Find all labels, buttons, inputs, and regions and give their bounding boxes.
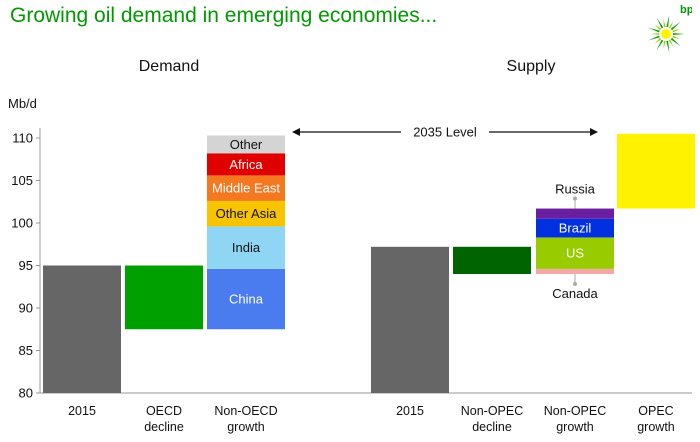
y-axis: 80 85 90 95 100 105 110 Mb/d	[8, 96, 692, 401]
section-title-supply: Supply	[507, 58, 556, 75]
logo-ray	[670, 21, 681, 31]
bar-segment-africa	[207, 153, 285, 176]
bar-segment-2015	[371, 246, 449, 393]
bar-segment-us	[536, 237, 614, 269]
y-axis-label: Mb/d	[8, 96, 37, 111]
callout-dot	[573, 282, 577, 286]
logo-sunburst	[648, 15, 685, 53]
logo-ray	[672, 28, 681, 33]
segment-label-other-asia: Other Asia	[216, 206, 277, 221]
bar-segment-opec-growth	[617, 133, 695, 209]
logo-core	[661, 29, 671, 39]
bars	[43, 133, 695, 393]
logo-ray	[651, 33, 660, 35]
y-tick-label: 90	[19, 301, 33, 316]
logo-ray	[656, 39, 664, 51]
y-tick-label: 100	[11, 216, 33, 231]
logo-ray	[654, 24, 662, 31]
labels: Demand 2015 OECD decline China India Other Asi…	[68, 58, 675, 434]
segment-label-africa: Africa	[229, 157, 263, 172]
x-category-label: Non-OPEC	[461, 404, 524, 418]
bar-segment-non-opec-decline	[453, 246, 531, 274]
segment-label-middle-east: Middle East	[212, 181, 280, 196]
x-category-label: growth	[556, 420, 594, 434]
segment-label-other: Other	[230, 137, 263, 152]
segment-label-india: India	[232, 240, 261, 255]
logo-ray	[648, 35, 660, 41]
arrow-right-head-icon	[590, 128, 598, 136]
y-tick-label: 95	[19, 258, 33, 273]
bar-segment-oecd-decline	[125, 265, 203, 330]
bar-segment-brazil	[536, 218, 614, 238]
x-category-label: OECD	[146, 404, 182, 418]
x-category-label: Non-OPEC	[544, 404, 607, 418]
logo-ray	[668, 21, 674, 29]
level-annotation: 2035 Level	[413, 125, 477, 140]
segment-label-russia: Russia	[555, 182, 596, 197]
y-tick-label: 80	[19, 386, 33, 401]
y-tick-label: 105	[11, 173, 33, 188]
bar-segment-canada	[536, 268, 614, 274]
page-title: Growing oil demand in emerging economies…	[10, 4, 438, 27]
section-title-demand: Demand	[139, 58, 199, 75]
x-category-label: growth	[227, 420, 265, 434]
x-category-label: 2015	[68, 404, 96, 418]
logo-ray	[648, 27, 660, 33]
bar-segment-other-asia	[207, 200, 285, 227]
bar-segment-2015	[43, 265, 121, 393]
segment-label-us: US	[566, 246, 584, 261]
x-category-label: OPEC	[638, 404, 673, 418]
x-category-label: decline	[472, 420, 512, 434]
x-category-label: 2015	[396, 404, 424, 418]
bar-segment-russia	[536, 208, 614, 219]
logo-ray	[656, 17, 664, 29]
logo-ray	[654, 37, 662, 44]
x-category-label: growth	[637, 420, 675, 434]
bar-segment-other	[207, 135, 285, 154]
logo-text: bp	[680, 4, 692, 16]
bp-helios-logo: bp	[648, 4, 692, 53]
segment-label-canada: Canada	[552, 286, 598, 301]
segment-label-brazil: Brazil	[559, 221, 592, 236]
callout-dot	[573, 196, 577, 201]
logo-ray	[670, 37, 681, 47]
logo-ray	[663, 19, 666, 28]
y-tick-label: 85	[19, 343, 33, 358]
arrow-left-head-icon	[292, 128, 300, 136]
y-tick-label: 110	[12, 131, 33, 146]
logo-ray	[666, 15, 670, 28]
logo-ray	[663, 40, 666, 49]
logo-ray	[672, 33, 685, 35]
logo-ray	[672, 35, 681, 40]
bar-segment-china	[207, 268, 285, 330]
logo-ray	[668, 39, 674, 47]
bar-segment-middle-east	[207, 175, 285, 201]
segment-label-china: China	[229, 292, 264, 307]
x-category-label: Non-OECD	[214, 404, 277, 418]
bar-segment-india	[207, 226, 285, 269]
x-category-label: decline	[144, 420, 184, 434]
logo-ray	[666, 40, 670, 53]
